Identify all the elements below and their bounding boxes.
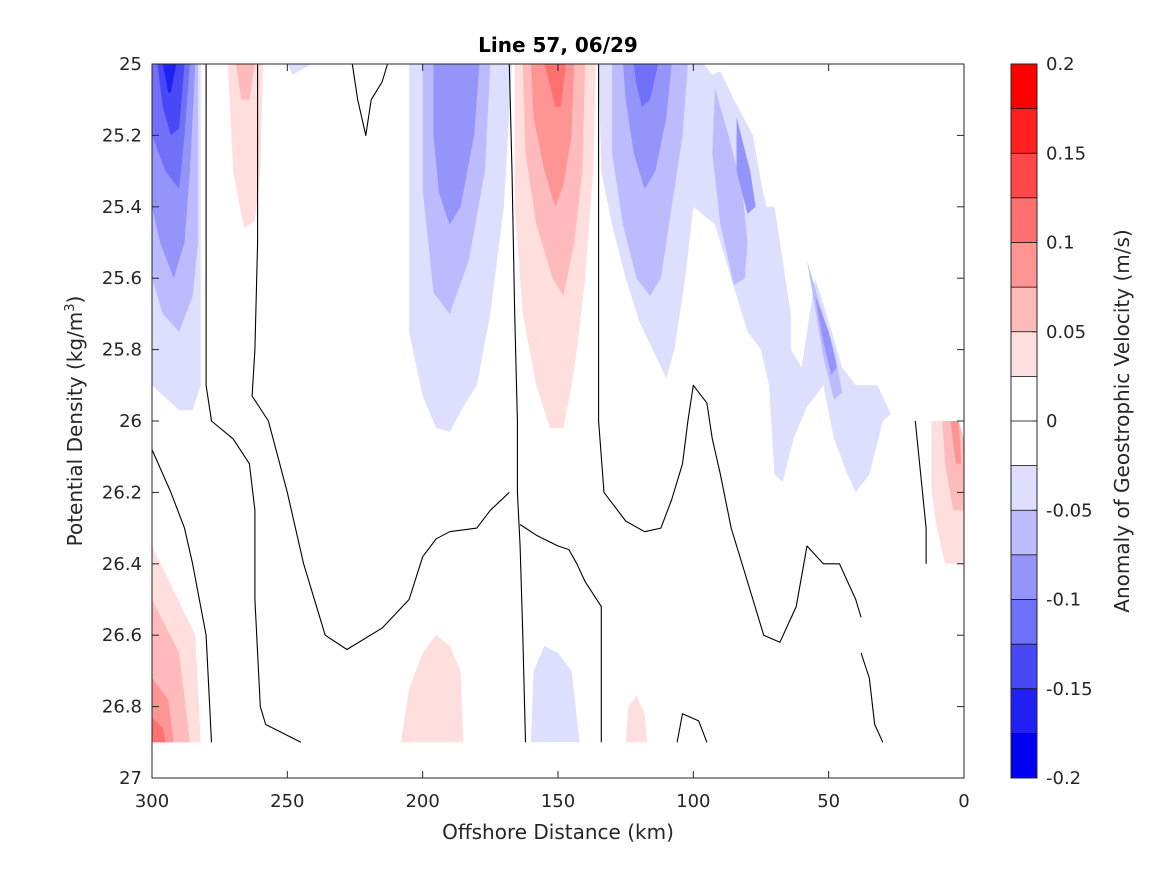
x-axis-label: Offshore Distance (km) xyxy=(442,820,674,844)
colorbar: 0.2 0.15 0.1 0.05 0 -0.05 -0.1 -0.15 -0.2 xyxy=(1010,54,1093,789)
colorbar-band-15 xyxy=(1011,733,1037,778)
y-axis-ticks: 25 25.2 25.4 25.6 25.8 26 26.2 26.4 26.6 26.8 27 xyxy=(102,54,964,789)
colorbar-band-7 xyxy=(1011,376,1037,421)
y-axis-label-main: Potential Density (kg/m xyxy=(63,312,87,547)
colorbar-band-13 xyxy=(1011,644,1037,689)
colorbar-tick-label-0: 0.2 xyxy=(1046,54,1075,75)
colorbar-bands xyxy=(1011,64,1037,778)
y-tick-label-8: 26.6 xyxy=(102,625,142,646)
x-tick-label-2: 200 xyxy=(405,791,439,812)
colorbar-band-3 xyxy=(1011,197,1037,243)
zero-contour-line-2 xyxy=(251,64,510,651)
chart-title: Line 57, 06/29 xyxy=(478,33,638,57)
x-tick-label-0: 300 xyxy=(135,791,169,812)
colorbar-tick-label-6: -0.1 xyxy=(1046,590,1081,611)
x-tick-label-3: 150 xyxy=(541,791,575,812)
colorbar-band-14 xyxy=(1011,688,1037,734)
zero-contour-line-4 xyxy=(351,63,389,136)
colorbar-band-5 xyxy=(1011,287,1037,332)
colorbar-tick-label-2: 0.1 xyxy=(1046,233,1075,254)
x-tick-label-1: 250 xyxy=(270,791,304,812)
colorbar-ticks: 0.2 0.15 0.1 0.05 0 -0.05 -0.1 -0.15 -0.2 xyxy=(1032,54,1093,789)
colorbar-band-10 xyxy=(1011,510,1037,555)
colorbar-band-1 xyxy=(1011,108,1037,154)
colorbar-label: Anomaly of Geostrophic Velocity (m/s) xyxy=(1110,229,1134,612)
contour-region-18 xyxy=(712,89,748,286)
contour-region-33 xyxy=(625,695,648,743)
y-tick-label-5: 26 xyxy=(119,411,142,432)
contour-region-7 xyxy=(235,64,255,100)
colorbar-band-4 xyxy=(1011,242,1037,288)
contour-region-15 xyxy=(544,64,567,107)
contour-region-31 xyxy=(401,635,464,743)
y-tick-label-7: 26.4 xyxy=(102,554,142,575)
y-tick-label-3: 25.6 xyxy=(102,268,142,289)
filled-contour-regions xyxy=(152,64,964,743)
colorbar-band-8 xyxy=(1011,421,1037,466)
colorbar-tick-label-4: 0 xyxy=(1046,411,1057,432)
y-tick-label-1: 25.2 xyxy=(102,125,142,146)
colorbar-band-12 xyxy=(1011,599,1037,645)
colorbar-tick-label-3: 0.05 xyxy=(1046,322,1086,343)
zero-contour-line-8 xyxy=(860,652,884,743)
y-tick-label-2: 25.4 xyxy=(102,197,142,218)
y-axis-label: Potential Density (kg/m3) xyxy=(63,296,87,547)
y-tick-label-10: 27 xyxy=(119,768,142,789)
contour-region-20 xyxy=(623,64,672,189)
colorbar-band-9 xyxy=(1011,465,1037,511)
x-tick-label-6: 0 xyxy=(958,791,969,812)
contour-region-6 xyxy=(227,64,263,229)
x-axis-ticks: 300 250 200 150 100 50 0 xyxy=(135,64,970,812)
contour-region-22 xyxy=(736,117,756,214)
y-tick-label-6: 26.2 xyxy=(102,482,142,503)
zero-contour-line-7 xyxy=(676,713,708,743)
colorbar-band-6 xyxy=(1011,331,1037,377)
y-axis-label-tail: ) xyxy=(63,296,87,304)
contour-region-5 xyxy=(162,64,177,93)
colorbar-tick-label-5: -0.05 xyxy=(1046,500,1093,521)
colorbar-tick-label-8: -0.2 xyxy=(1046,768,1081,789)
colorbar-tick-label-7: -0.15 xyxy=(1046,679,1093,700)
zero-contour-line-0 xyxy=(151,449,213,743)
contour-region-14 xyxy=(530,64,575,207)
y-tick-label-0: 25 xyxy=(119,54,142,75)
colorbar-tick-label-1: 0.15 xyxy=(1046,143,1086,164)
x-tick-label-5: 50 xyxy=(817,791,840,812)
zero-contour-line-1 xyxy=(205,64,302,743)
zero-contour-line-3 xyxy=(508,63,527,743)
zero-contour-line-9 xyxy=(914,420,927,564)
y-tick-label-4: 25.8 xyxy=(102,340,142,361)
contour-region-30 xyxy=(152,717,166,743)
contour-region-21 xyxy=(633,64,659,107)
contour-region-23 xyxy=(815,296,837,375)
zero-contour-line-6 xyxy=(519,524,602,743)
zero-contour-lines xyxy=(151,63,927,743)
contour-region-8 xyxy=(287,64,312,75)
colorbar-band-11 xyxy=(1011,554,1037,600)
y-axis-label-superscript: 3 xyxy=(63,303,78,311)
y-tick-label-9: 26.8 xyxy=(102,697,142,718)
contour-region-4 xyxy=(157,64,185,136)
contour-region-32 xyxy=(530,645,580,743)
zero-contour-line-5 xyxy=(598,64,862,643)
x-tick-label-4: 100 xyxy=(676,791,710,812)
contour-region-11 xyxy=(433,64,480,225)
plot-area: 300 250 200 150 100 50 0 2525.225.425.625.8262… xyxy=(102,54,970,812)
colorbar-band-0 xyxy=(1011,64,1037,109)
colorbar-band-2 xyxy=(1011,153,1037,198)
contour-region-26 xyxy=(950,421,962,464)
